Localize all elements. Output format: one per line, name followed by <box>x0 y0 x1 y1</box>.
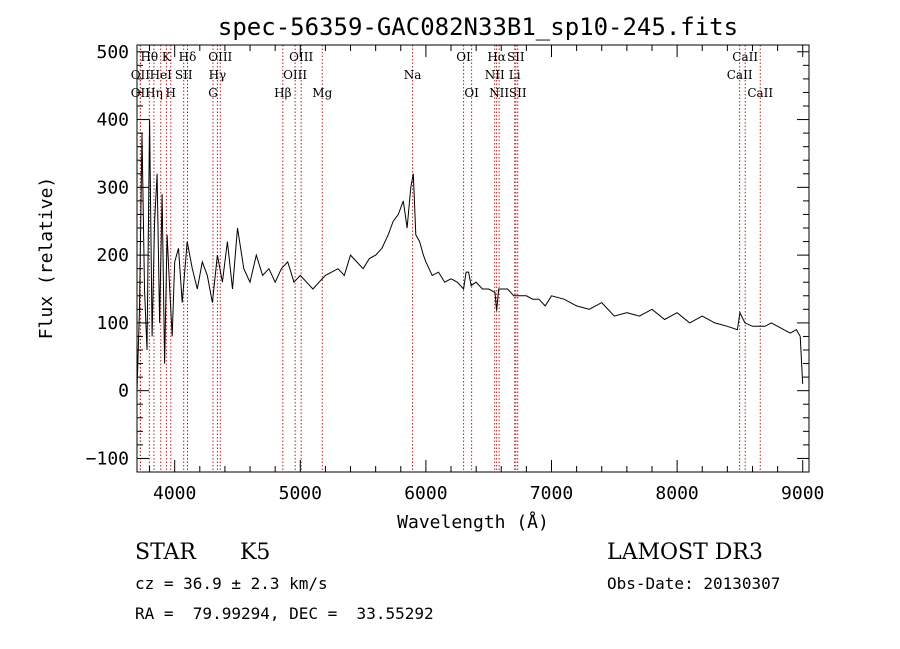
x-tick-label: 5000 <box>279 483 322 504</box>
emission-line-label: OII <box>131 86 151 100</box>
emission-line-label: OIII <box>289 50 313 64</box>
x-tick-label: 9000 <box>781 483 824 504</box>
x-axis-label: Wavelength (Å) <box>397 511 549 533</box>
x-tick-label: 4000 <box>153 483 196 504</box>
x-tick-label: 6000 <box>404 483 447 504</box>
emission-line-labels: OII OII Hθ Hη HeI K H SII Hδ Hγ G OIII Hβ OIII OIII Mg N… <box>131 50 774 100</box>
x-tick-label: 8000 <box>655 483 698 504</box>
emission-line-label: Hβ <box>274 86 291 100</box>
y-tick-label: 200 <box>96 245 129 266</box>
emission-line-label: HeI <box>150 68 173 82</box>
object-class: STAR <box>135 540 196 565</box>
plot-area <box>136 119 804 391</box>
x-tick-label: 7000 <box>530 483 573 504</box>
emission-line-label: Mg <box>312 86 332 100</box>
survey-name: LAMOST DR3 <box>607 540 763 565</box>
emission-line-label: SII <box>509 86 527 100</box>
emission-line-label: Hθ <box>140 50 158 64</box>
emission-line-label: SII <box>507 50 525 64</box>
emission-line-label: CaII <box>747 86 773 100</box>
emission-lines <box>139 45 761 472</box>
emission-line-label: OI <box>464 86 479 100</box>
emission-line-label: Li <box>509 68 521 82</box>
emission-line-label: Hγ <box>209 68 227 82</box>
y-tick-label: 0 <box>118 381 129 402</box>
emission-line-label: Hα <box>487 50 506 64</box>
emission-line-label: G <box>208 86 218 100</box>
emission-line-label: H <box>166 86 176 100</box>
object-subclass: K5 <box>240 540 271 565</box>
coordinates: RA = 79.99294, DEC = 33.55292 <box>135 604 434 623</box>
emission-line-label: K <box>162 50 172 64</box>
emission-line-label: OIII <box>283 68 307 82</box>
emission-line-label: NII <box>489 86 509 100</box>
emission-line-label: OII <box>131 68 151 82</box>
emission-line-label: SII <box>175 68 193 82</box>
x-axis: 4000 5000 6000 7000 8000 9000 <box>149 45 824 504</box>
y-tick-label: 300 <box>96 177 129 198</box>
emission-line-label: OIII <box>208 50 232 64</box>
spectrum-series-line <box>136 119 804 391</box>
emission-line-label: NII <box>485 68 505 82</box>
observation-date: Obs-Date: 20130307 <box>607 574 781 593</box>
emission-line-label: CaII <box>727 68 753 82</box>
plot-frame <box>136 44 810 473</box>
emission-line-label: OI <box>456 50 471 64</box>
emission-line-label: Hη <box>145 86 163 100</box>
y-tick-label: 100 <box>96 313 129 334</box>
redshift-velocity: cz = 36.9 ± 2.3 km/s <box>135 574 328 593</box>
y-axis-label: Flux (relative) <box>36 177 57 340</box>
emission-line-label: Na <box>404 68 422 82</box>
y-tick-label: 400 <box>96 110 129 131</box>
emission-line-label: Hδ <box>179 50 197 64</box>
y-tick-label: 500 <box>96 42 129 63</box>
chart-title: spec-56359-GAC082N33B1_sp10-245.fits <box>218 13 738 41</box>
y-axis: −100 0 100 200 300 400 500 <box>86 42 809 469</box>
y-tick-label: −100 <box>86 448 129 469</box>
emission-line-label: CaII <box>732 50 758 64</box>
